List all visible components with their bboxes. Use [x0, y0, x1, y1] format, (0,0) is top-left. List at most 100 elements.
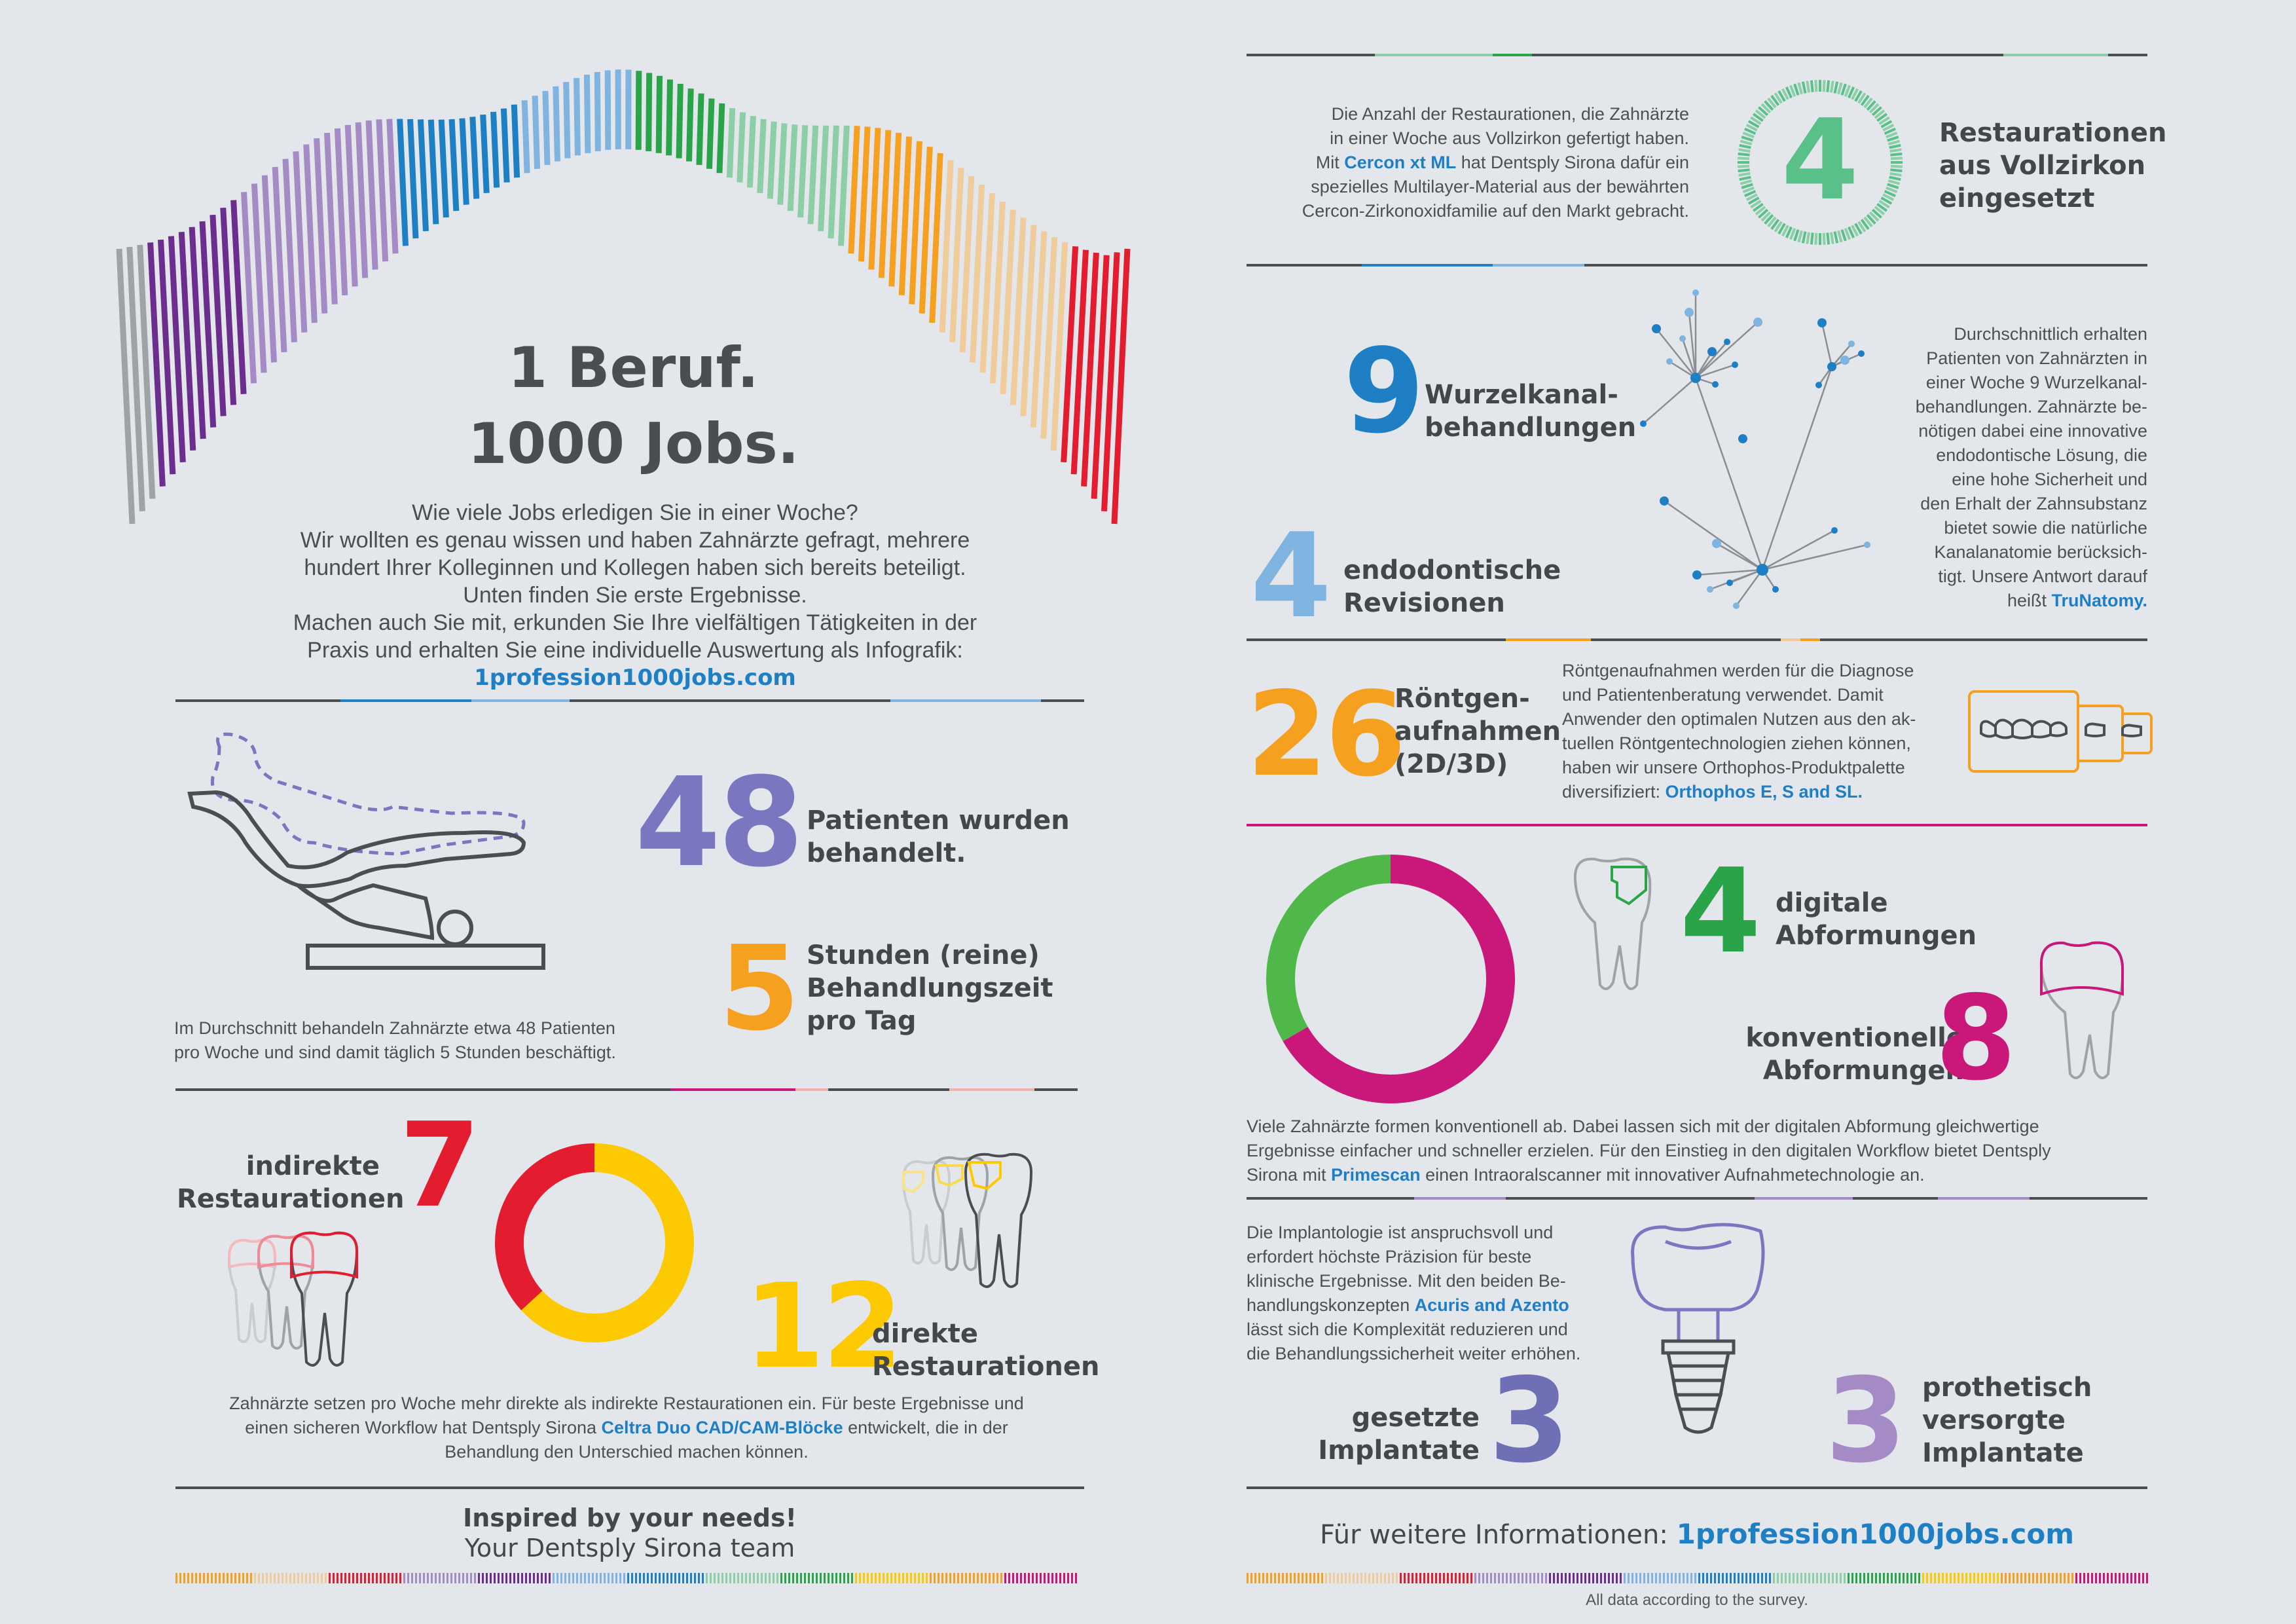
stripe-bar: [1569, 1573, 1571, 1583]
cercon-link[interactable]: Cercon xt ML: [1344, 153, 1457, 172]
network-link: [1821, 322, 1833, 367]
stripe-bar: [922, 1573, 924, 1583]
network-hub: [1738, 434, 1747, 443]
network-link: [1735, 569, 1764, 606]
stripe-bar: [423, 1573, 425, 1583]
arc-bar: [282, 158, 297, 342]
arc-bar: [241, 192, 257, 384]
ring-tick: [1868, 211, 1880, 222]
ring-tick: [1889, 172, 1902, 177]
divider-accent: [1493, 54, 1532, 56]
note-text: einen sicheren Workflow hat Dentsply Sir…: [245, 1418, 602, 1437]
stripe-bar: [1789, 1573, 1791, 1583]
divider-accent: [671, 1088, 795, 1091]
endo-label-line: behandlungen: [1425, 413, 1637, 443]
stripe-bar: [1741, 1573, 1743, 1583]
ring-tick: [1770, 94, 1780, 106]
ring-tick: [1826, 232, 1831, 245]
intro-link[interactable]: 1profession1000jobs.com: [474, 665, 796, 691]
impressions-text-part: einen Intraoralscanner mit innovativer A…: [1420, 1165, 1925, 1185]
divider-accent: [1506, 638, 1591, 641]
divider-accent: [1375, 54, 1493, 56]
stripe-bar: [333, 1573, 335, 1583]
ring-tick: [1851, 225, 1859, 237]
stripe-bar: [297, 1573, 299, 1583]
stripe-bar: [808, 1573, 810, 1583]
stripe-bar: [1969, 1573, 1971, 1583]
stripe-bar: [1989, 1573, 1991, 1583]
ring-tick: [1826, 80, 1831, 92]
xray-text-line: haben wir unsere Orthophos-Produktpalett…: [1562, 758, 1905, 777]
ring-tick: [1887, 183, 1899, 189]
stripe-bar: [2107, 1573, 2109, 1583]
stripe-bar: [1313, 1573, 1315, 1583]
stripe-bar: [2075, 1573, 2077, 1583]
arc-bar: [553, 86, 560, 162]
endo-text-line: heißt TruNatomy.: [1853, 589, 2147, 613]
prosthetic-implants-label-line: Implantate: [1922, 1438, 2084, 1468]
zirkon-text-line: spezielles Multilayer-Material aus der b…: [1311, 177, 1689, 196]
stripe-bar: [2087, 1573, 2089, 1583]
stripe-bar: [1710, 1573, 1712, 1583]
arc-bar: [397, 119, 409, 246]
stripe-bar: [376, 1573, 378, 1583]
stripe-bar: [1765, 1573, 1767, 1583]
stripe-bar: [203, 1573, 205, 1583]
arc-bar: [959, 175, 975, 353]
stripe-bar: [1525, 1573, 1527, 1583]
stripe-bar: [435, 1573, 437, 1583]
trunatomy-link[interactable]: TruNatomy.: [2051, 591, 2147, 610]
stripe-bar: [894, 1573, 896, 1583]
arc-bar: [716, 103, 725, 174]
ring-tick: [1822, 232, 1826, 245]
stripe-bar: [674, 1573, 676, 1583]
ring-tick: [1848, 86, 1855, 99]
ring-tick: [1752, 202, 1764, 212]
divider: [1247, 264, 2147, 267]
ring-tick: [1741, 183, 1753, 189]
stripe-bar: [2119, 1573, 2121, 1583]
stripe-bar: [2052, 1573, 2054, 1583]
arc-bar: [563, 82, 571, 158]
stripe-bar: [843, 1573, 845, 1583]
stripe-bar: [254, 1573, 256, 1583]
stripe-bar: [608, 1573, 610, 1583]
xray-label: Röntgen- aufnahmen (2D/3D): [1394, 682, 1561, 781]
stripe-bar: [1690, 1573, 1692, 1583]
acuris-azento-link[interactable]: Acuris and Azento: [1414, 1295, 1569, 1315]
ring-tick: [1886, 186, 1898, 194]
arc-bar: [314, 138, 328, 314]
orthophos-link[interactable]: Orthophos E, S and SL.: [1665, 782, 1863, 802]
stripe-bar: [1757, 1573, 1759, 1583]
primescan-link[interactable]: Primescan: [1331, 1165, 1421, 1185]
ring-tick: [1750, 200, 1762, 209]
stripe-bar: [403, 1573, 405, 1583]
stripe-bar: [1298, 1573, 1300, 1583]
ring-tick: [1774, 92, 1783, 104]
ring-tick: [1822, 80, 1826, 92]
ring-tick: [1760, 211, 1772, 222]
patients-label: Patienten wurden behandelt.: [807, 804, 1070, 870]
footer-website-link[interactable]: 1profession1000jobs.com: [1676, 1518, 2075, 1550]
endo-label: Wurzelkanal- behandlungen: [1425, 378, 1636, 444]
celtra-link[interactable]: Celtra Duo CAD/CAM-Blöcke: [601, 1418, 843, 1437]
xray-number: 26: [1247, 667, 1406, 802]
ring-tick: [1814, 80, 1818, 92]
ring-tick: [1876, 202, 1888, 212]
ring-tick: [1755, 109, 1766, 119]
stripe-bar: [655, 1573, 657, 1583]
ring-tick: [1884, 190, 1896, 198]
ring-tick: [1747, 196, 1760, 205]
arc-bar: [807, 125, 819, 225]
arc-bar: [459, 118, 469, 205]
stripe-bar: [1549, 1573, 1551, 1583]
endo-text-line: eine hohe Sicherheit und: [1952, 470, 2147, 489]
stripe-bar: [1282, 1573, 1284, 1583]
stripe-bar: [1706, 1573, 1708, 1583]
stripe-bar: [698, 1573, 700, 1583]
ring-tick: [1860, 219, 1870, 231]
network-hub: [1827, 362, 1836, 371]
arc-bar: [676, 83, 683, 158]
stripe-bar: [596, 1573, 598, 1583]
ring-tick: [1781, 225, 1789, 237]
